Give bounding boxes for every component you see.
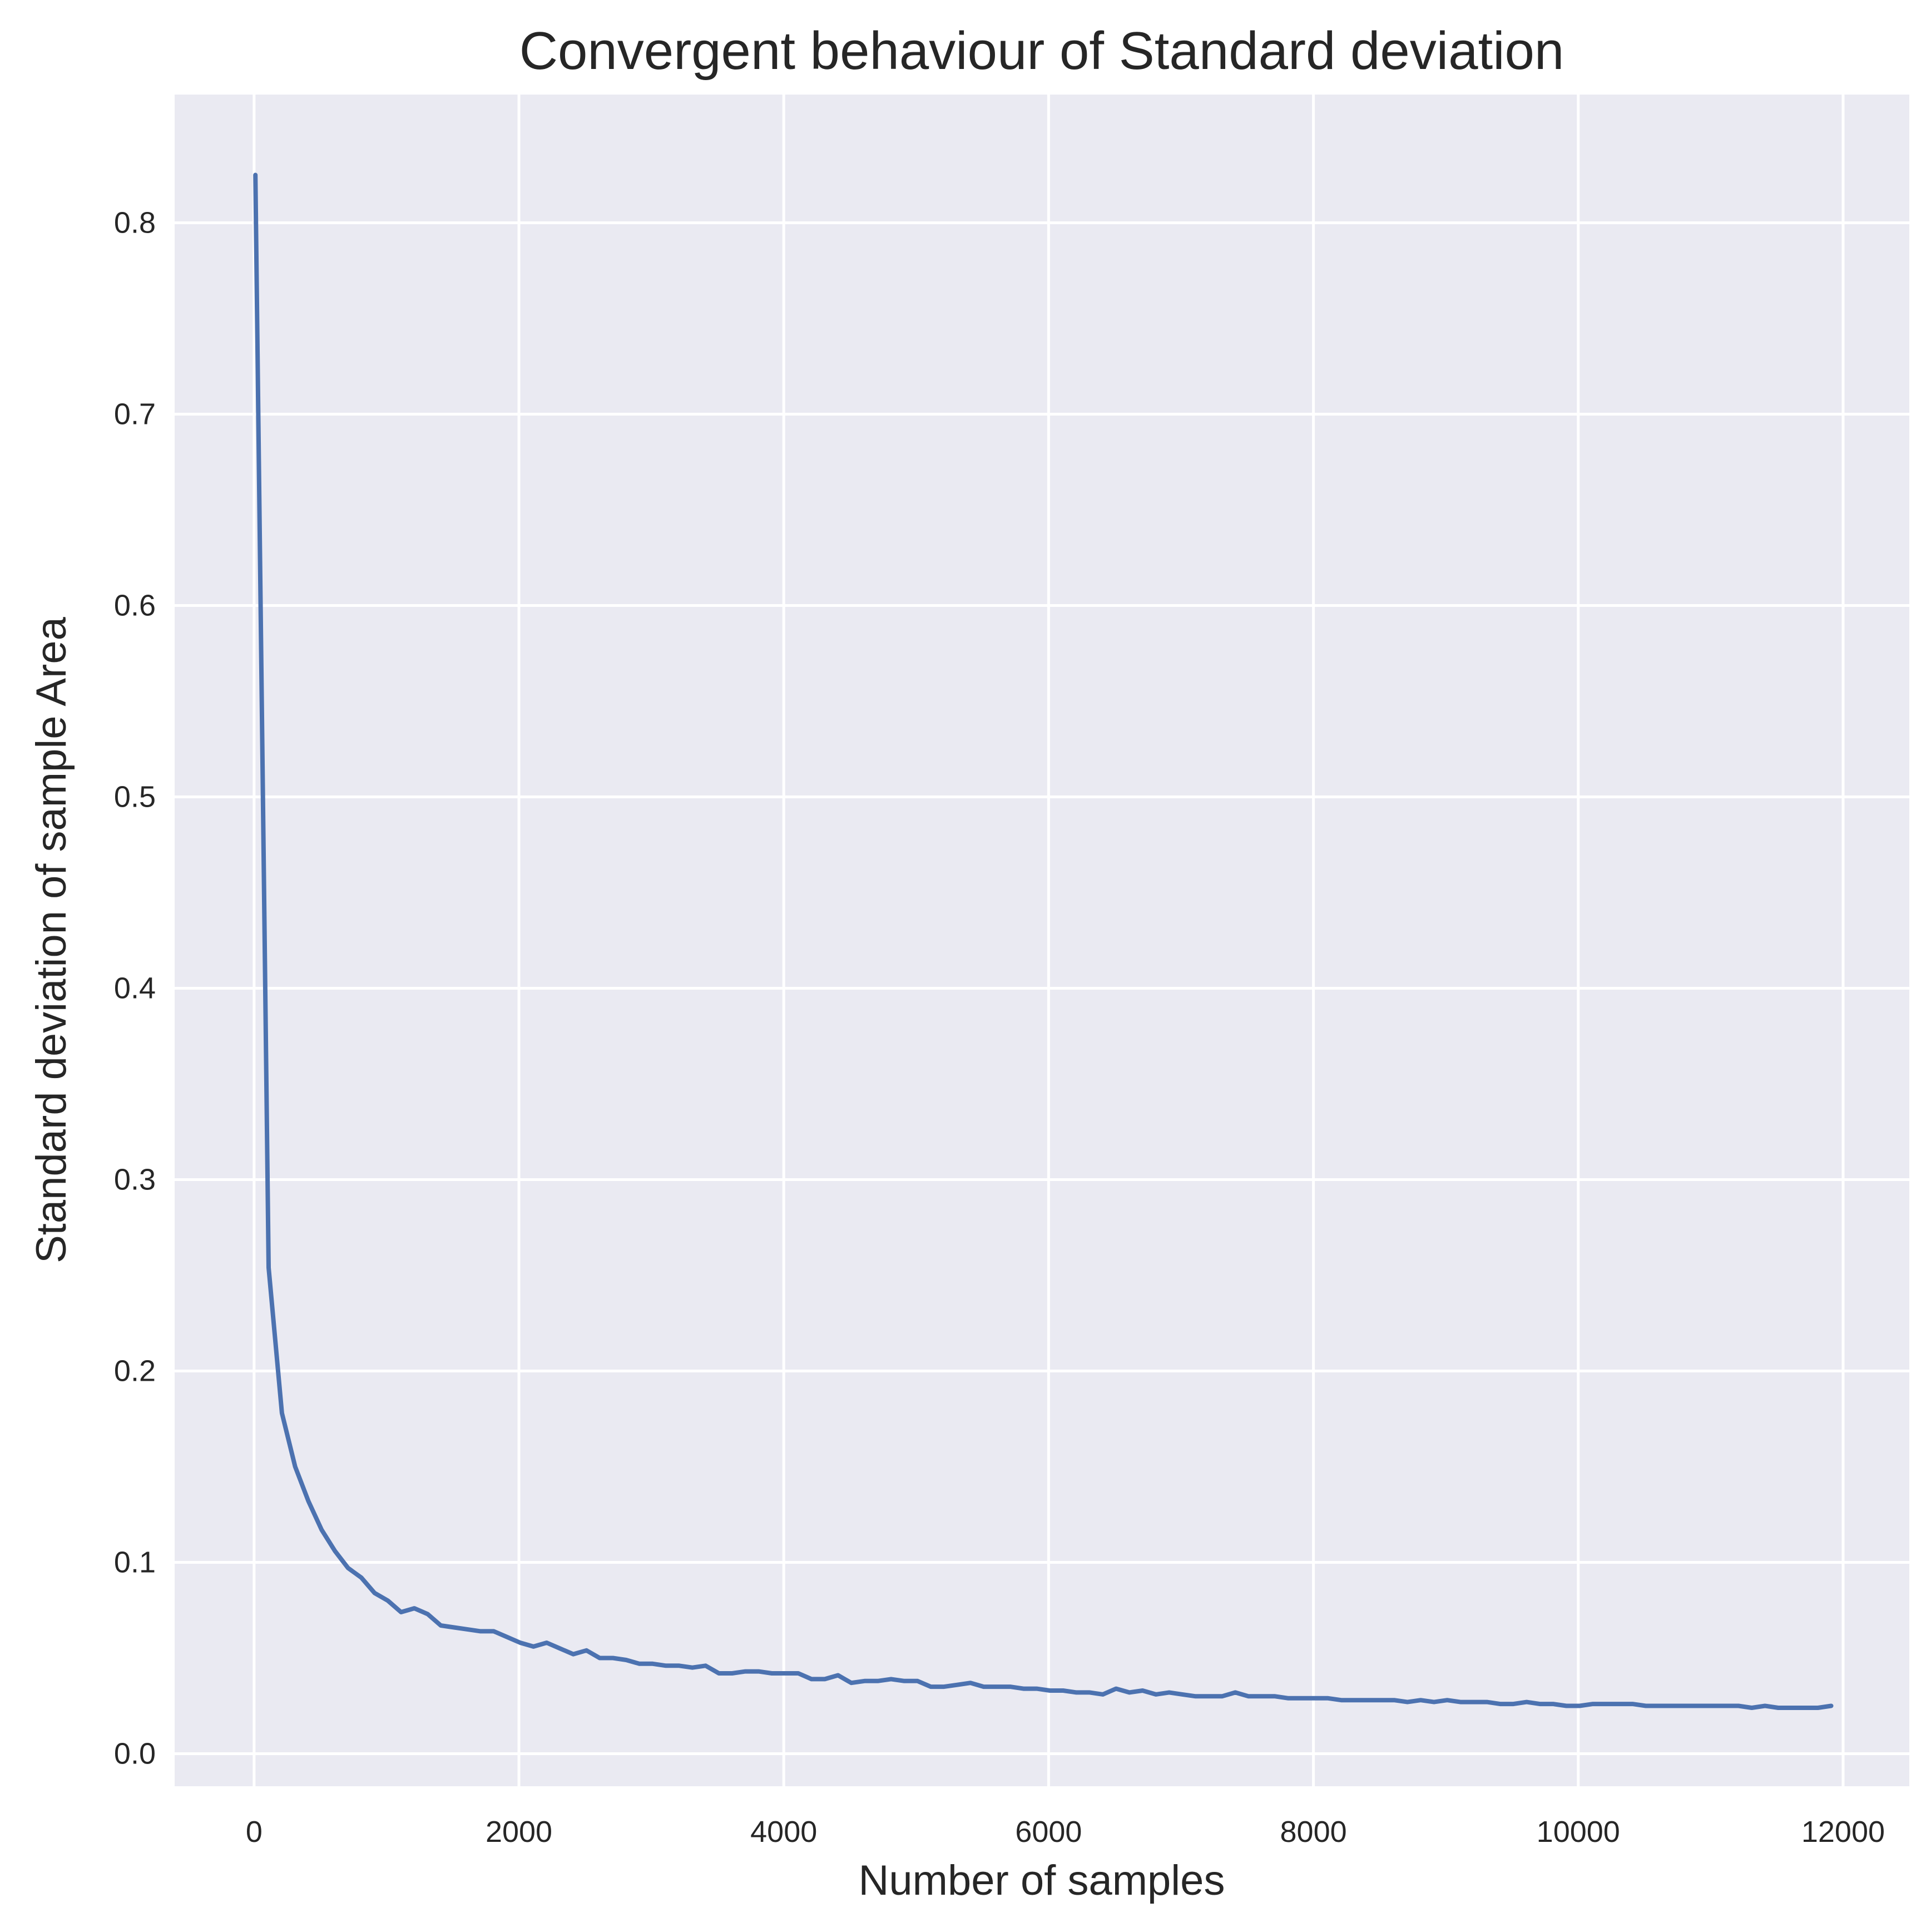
x-gridlines xyxy=(252,95,1845,1786)
x-axis-label: Number of samples xyxy=(859,1857,1225,1904)
y-axis-label: Standard deviation of sample Area xyxy=(28,616,75,1263)
y-tick-label: 0.5 xyxy=(114,780,156,813)
x-tick-label: 12000 xyxy=(1801,1815,1885,1849)
x-tick-label: 6000 xyxy=(1015,1815,1082,1849)
y-tick-label: 0.2 xyxy=(114,1355,156,1388)
y-tick-label: 0.4 xyxy=(114,972,156,1005)
x-tick-label: 2000 xyxy=(486,1815,552,1849)
plot-area xyxy=(175,95,1909,1786)
x-tick-label: 10000 xyxy=(1537,1815,1620,1849)
y-tick-label: 0.6 xyxy=(114,589,156,622)
y-tick-labels: 0.0 0.1 0.2 0.3 0.4 0.5 0.6 0.7 0.8 xyxy=(114,206,156,1770)
chart-title: Convergent behaviour of Standard deviati… xyxy=(519,21,1564,81)
x-tick-label: 0 xyxy=(246,1815,263,1849)
y-tick-label: 0.8 xyxy=(114,206,156,239)
series-line xyxy=(253,172,1834,1710)
x-tick-labels: 0 2000 4000 6000 8000 10000 12000 xyxy=(246,1815,1885,1849)
y-tick-label: 0.3 xyxy=(114,1163,156,1197)
x-tick-label: 8000 xyxy=(1280,1815,1347,1849)
y-tick-label: 0.1 xyxy=(114,1546,156,1579)
y-tick-label: 0.7 xyxy=(114,397,156,431)
x-tick-label: 4000 xyxy=(750,1815,817,1849)
y-tick-label: 0.0 xyxy=(114,1737,156,1771)
y-gridlines xyxy=(175,221,1909,1756)
